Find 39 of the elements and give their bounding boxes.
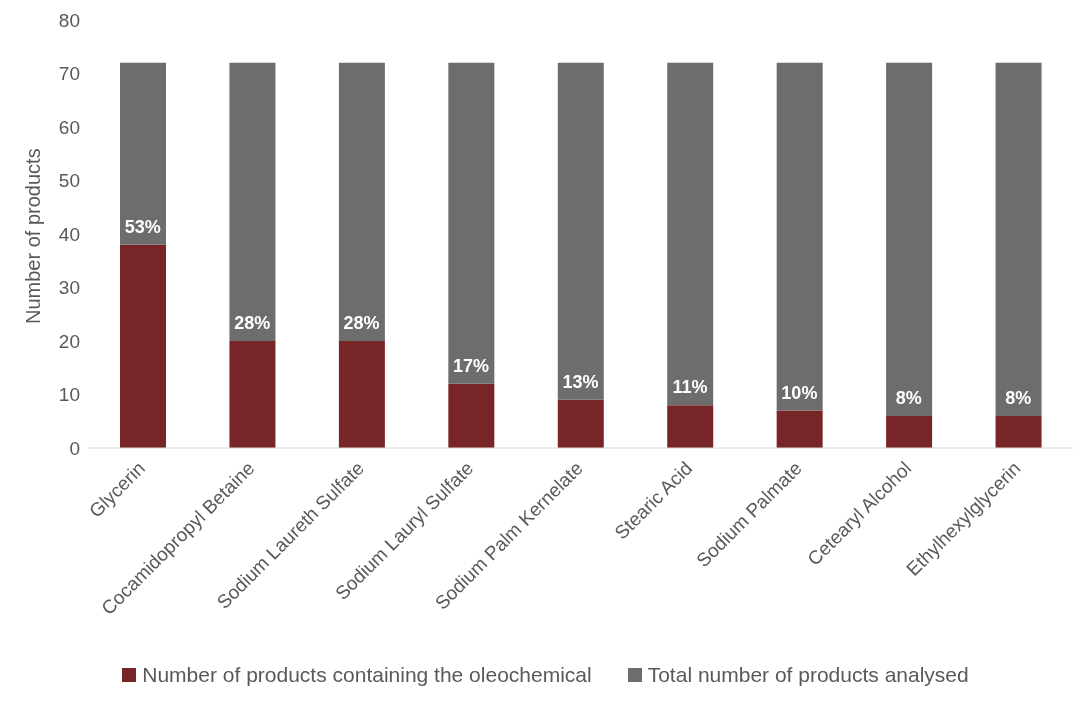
y-axis-title: Number of products — [22, 148, 45, 324]
bar — [886, 62, 933, 416]
bar — [557, 62, 604, 400]
bar — [338, 341, 385, 448]
legend-label: Total number of products analysed — [647, 663, 969, 687]
bar — [448, 383, 495, 448]
y-tick-label: 0 — [69, 437, 80, 459]
bar — [776, 62, 823, 411]
annotation: 28% — [343, 313, 380, 333]
y-tick-label: 70 — [58, 63, 80, 85]
annotation: 17% — [453, 355, 490, 376]
bar — [667, 62, 714, 406]
bar — [448, 62, 495, 384]
annotation: 11% — [672, 377, 708, 398]
annotation: 53% — [124, 216, 161, 237]
y-tick-label: 20 — [58, 330, 80, 352]
annotation: 8% — [895, 387, 922, 408]
bar — [995, 62, 1042, 416]
bar — [120, 244, 166, 448]
annotation: 28% — [234, 313, 271, 333]
bar — [120, 62, 166, 245]
bar — [338, 62, 385, 341]
bar — [995, 415, 1042, 448]
legend-label: Number of products containing the oleochemical — [142, 663, 592, 687]
y-tick-label: 50 — [58, 170, 80, 192]
bar — [886, 415, 933, 448]
bar — [229, 341, 276, 448]
y-tick-label: 40 — [58, 223, 80, 245]
annotation: 10% — [781, 382, 818, 403]
annotation: 13% — [562, 371, 599, 392]
bar — [229, 62, 276, 341]
bar — [557, 399, 604, 448]
y-tick-label: 10 — [58, 384, 80, 406]
bar — [776, 410, 823, 448]
y-tick-label: 80 — [58, 9, 80, 31]
y-tick-label: 60 — [58, 116, 80, 138]
y-tick-label: 30 — [58, 277, 80, 299]
annotation: 8% — [1005, 387, 1032, 408]
bar — [667, 405, 714, 448]
